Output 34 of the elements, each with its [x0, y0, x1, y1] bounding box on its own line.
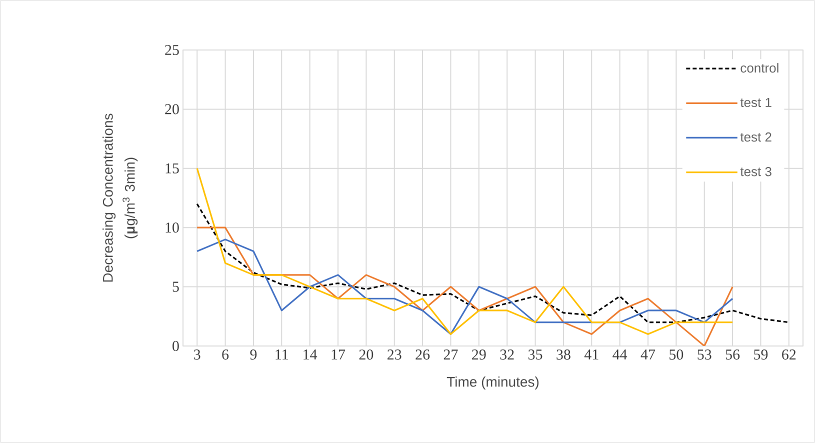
- x-tick-label: 23: [388, 350, 402, 360]
- x-tick-label: 29: [472, 350, 486, 360]
- x-tick-label: 56: [726, 350, 740, 360]
- line-series: [196, 203, 790, 324]
- y-tick-label: 20: [165, 104, 179, 114]
- x-tick-label: 17: [332, 350, 346, 360]
- x-tick-label: 38: [556, 350, 570, 360]
- x-axis-title: Time (minutes): [446, 376, 539, 390]
- x-tick-label: 35: [528, 350, 542, 360]
- x-tick-label: 3: [194, 350, 200, 360]
- x-tick-label: 27: [444, 350, 458, 360]
- x-tick-label: 44: [612, 350, 628, 360]
- x-tick-label: 59: [754, 350, 768, 360]
- y-tick-label: 0: [172, 340, 179, 352]
- x-tick-label: 26: [416, 350, 430, 360]
- legend-label: test 2: [740, 132, 772, 142]
- x-tick-label: 6: [222, 350, 229, 360]
- x-tick-label: 47: [640, 350, 656, 360]
- x-tick-label: 41: [584, 350, 598, 360]
- y-tick-label: 5: [172, 282, 179, 292]
- y-tick-label: 10: [166, 222, 179, 233]
- x-tick-label: 53: [698, 350, 712, 360]
- legend-label: test 3: [740, 167, 772, 176]
- x-tick-label: 14: [304, 350, 318, 360]
- x-tick-label: 50: [670, 350, 684, 360]
- y-tick-label: 25: [165, 44, 179, 56]
- legend-label: test 1: [740, 98, 772, 108]
- x-tick-label: 32: [500, 350, 514, 360]
- x-tick-label: 11: [276, 350, 288, 360]
- x-tick-label: 62: [782, 350, 796, 360]
- y-tick-label: 15: [166, 163, 179, 174]
- legend-label: control: [740, 63, 778, 73]
- x-tick-label: 9: [250, 350, 257, 360]
- x-tick-label: 20: [359, 350, 374, 360]
